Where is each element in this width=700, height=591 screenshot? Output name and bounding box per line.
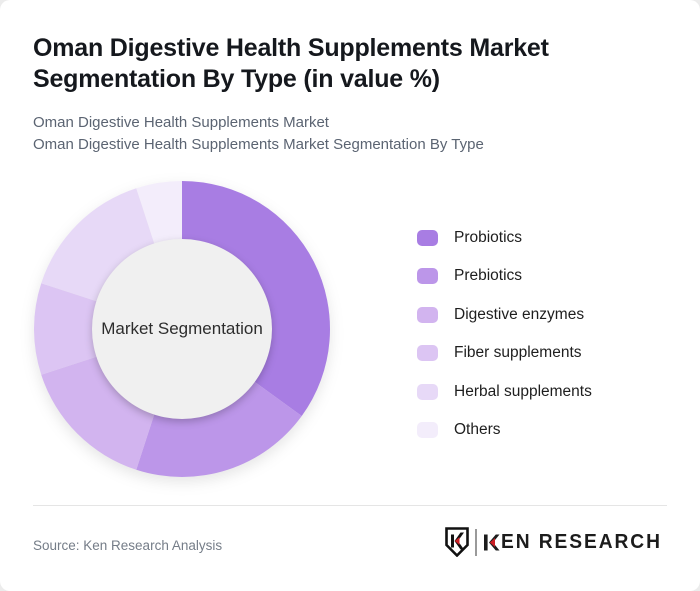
ken-research-logo: EN RESEARCH xyxy=(445,527,669,557)
legend-label: Probiotics xyxy=(454,228,523,246)
logo-separator xyxy=(475,528,478,556)
footer-divider xyxy=(33,505,667,506)
legend-item-fiber-supplements: Fiber supplements xyxy=(417,344,592,362)
legend-item-herbal-supplements: Herbal supplements xyxy=(417,383,592,400)
legend-label: Prebiotics xyxy=(454,267,523,284)
logo-text: EN RESEARCH xyxy=(501,530,663,553)
source-text: Source: Ken Research Analysis xyxy=(33,538,223,553)
legend-swatch-probiotics xyxy=(417,229,438,246)
legend-label: Fiber supplements xyxy=(454,344,582,361)
chart-subtitle: Oman Digestive Health Supplements Market… xyxy=(33,112,484,156)
subtitle-line-1: Oman Digestive Health Supplements Market xyxy=(33,114,329,131)
legend-label: Others xyxy=(454,421,501,438)
legend-swatch-digestive-enzymes xyxy=(417,306,438,323)
legend-swatch-others xyxy=(417,422,438,438)
legend-label: Digestive enzymes xyxy=(454,305,585,323)
chart-legend: Probiotics Prebiotics Digestive enzymes … xyxy=(417,229,592,460)
legend-item-others: Others xyxy=(417,421,592,439)
page-title: Oman Digestive Health Supplements Market… xyxy=(33,34,549,93)
donut-svg xyxy=(34,181,330,477)
legend-swatch-prebiotics xyxy=(417,268,438,284)
logo-wordmark: EN RESEARCH xyxy=(484,531,669,554)
donut-hole xyxy=(92,239,272,419)
legend-swatch-fiber-supplements xyxy=(417,345,438,361)
legend-item-probiotics: Probiotics xyxy=(417,229,592,246)
ken-research-shield-icon xyxy=(445,527,470,557)
subtitle-line-2: Oman Digestive Health Supplements Market… xyxy=(33,136,484,153)
donut-chart: Market Segmentation xyxy=(34,181,330,477)
legend-item-digestive-enzymes: Digestive enzymes xyxy=(417,306,592,323)
legend-item-prebiotics: Prebiotics xyxy=(417,267,592,285)
logo-k-glyph xyxy=(484,534,500,550)
legend-label: Herbal supplements xyxy=(454,382,592,400)
legend-swatch-herbal-supplements xyxy=(417,383,438,400)
